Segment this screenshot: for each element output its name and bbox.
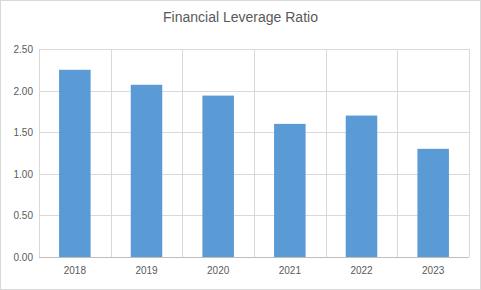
y-tick-label: 1.00 xyxy=(14,169,34,180)
x-tick-label: 2019 xyxy=(135,265,158,276)
chart-title: Financial Leverage Ratio xyxy=(163,9,318,25)
category-grid-line xyxy=(39,49,40,257)
y-tick-label: 0.00 xyxy=(14,252,34,263)
chart-border xyxy=(1,1,481,290)
bar xyxy=(131,85,163,257)
x-tick-label: 2018 xyxy=(64,265,87,276)
x-tick-label: 2021 xyxy=(279,265,302,276)
category-grid-line xyxy=(111,49,112,257)
x-axis-line xyxy=(39,257,469,258)
category-grid-line xyxy=(326,49,327,257)
y-tick-label: 0.50 xyxy=(14,210,34,221)
bar xyxy=(274,124,306,257)
y-tick-label: 1.50 xyxy=(14,127,34,138)
chart-svg: Financial Leverage Ratio 0.00 0.50 1.00 1.50… xyxy=(0,0,481,290)
bar xyxy=(417,149,449,257)
category-grid-line xyxy=(397,49,398,257)
bar xyxy=(202,96,234,257)
category-grid-line xyxy=(254,49,255,257)
y-tick-label: 2.00 xyxy=(14,86,34,97)
category-grid-line xyxy=(469,49,470,257)
chart-container: Financial Leverage Ratio 0.00 0.50 1.00 1.50… xyxy=(0,0,481,290)
category-grid-line xyxy=(182,49,183,257)
bar xyxy=(59,70,91,257)
x-tick-label: 2020 xyxy=(207,265,230,276)
grid-line xyxy=(39,257,469,258)
bars xyxy=(59,70,449,257)
x-tick-label: 2022 xyxy=(350,265,373,276)
y-tick-label: 2.50 xyxy=(14,44,34,55)
bar xyxy=(346,116,378,257)
x-tick-label: 2023 xyxy=(422,265,445,276)
